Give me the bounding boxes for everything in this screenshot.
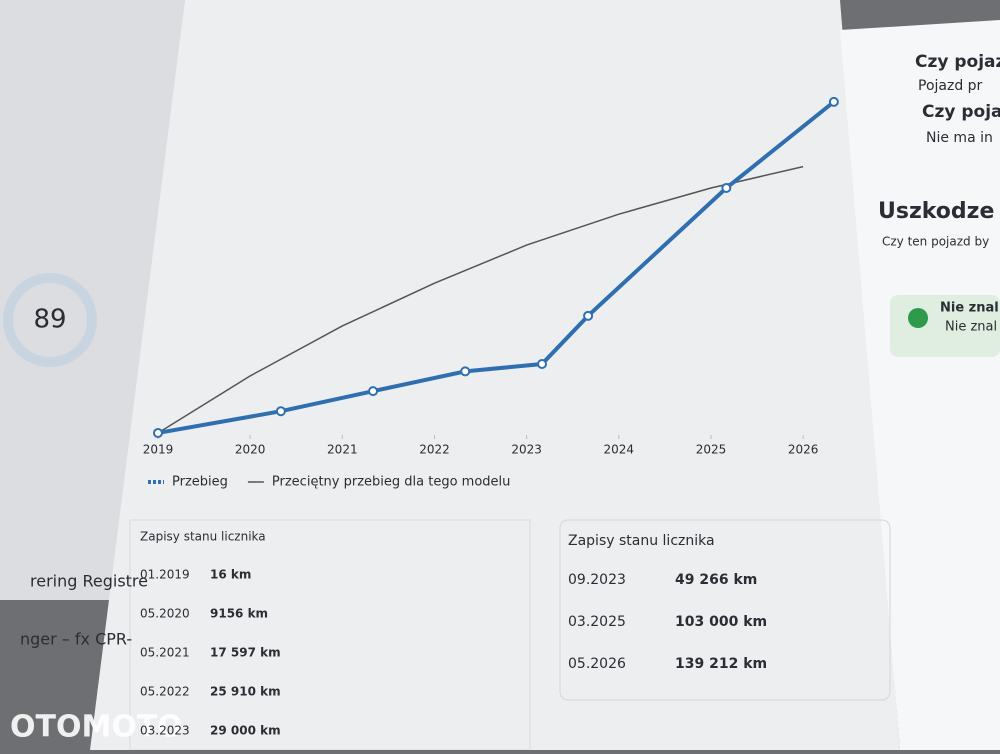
point <box>828 96 839 107</box>
point <box>537 359 548 370</box>
table-date: 03.2025 <box>568 614 626 630</box>
table-km: 25 910 km <box>210 685 281 699</box>
table-date: 05.2021 <box>140 646 190 660</box>
status-text: Nie znal <box>945 320 997 335</box>
x-tick-label: 2026 <box>788 443 819 457</box>
x-tick-label: 2019 <box>143 443 174 457</box>
point <box>368 386 379 397</box>
table-date: 05.2022 <box>140 685 190 699</box>
x-tick-label: 2021 <box>327 443 358 457</box>
report-page <box>90 0 900 750</box>
section-title: Uszkodze <box>878 199 994 224</box>
table-date: 05.2020 <box>140 607 190 621</box>
x-tick-label: 2025 <box>696 443 727 457</box>
table-km: 103 000 km <box>675 614 767 630</box>
table-date: 09.2023 <box>568 572 626 588</box>
left-link: rering Registre <box>30 572 148 591</box>
series-line <box>157 100 836 435</box>
score: 89 <box>33 305 66 335</box>
x-tick-label: 2023 <box>511 443 542 457</box>
x-tick-label: 2024 <box>604 443 635 457</box>
x-tick-label: 2020 <box>235 443 266 457</box>
point <box>460 366 471 377</box>
score-ring <box>3 273 97 367</box>
section-text: Czy ten pojazd by <box>882 235 989 249</box>
side-item-text: Pojazd pr <box>918 78 983 94</box>
table-date: 05.2026 <box>568 656 626 672</box>
table-km: 17 597 km <box>210 646 281 660</box>
side-item-title: Czy poja <box>922 102 1000 122</box>
table-km: 139 212 km <box>675 656 767 672</box>
table-km: 29 000 km <box>210 724 281 738</box>
table-km: 49 266 km <box>675 572 757 588</box>
point <box>153 427 163 438</box>
side-item-text: Nie ma in <box>926 130 993 146</box>
table-title: Zapisy stanu licznika <box>140 530 266 544</box>
point <box>721 183 732 194</box>
table-km: 16 km <box>210 568 251 582</box>
side-item-title: Czy pojaz <box>915 52 1000 72</box>
legend-label: Przebieg <box>172 475 228 490</box>
watermark: OTOMOTO <box>10 710 183 745</box>
table-km: 9156 km <box>210 607 268 621</box>
x-tick-label: 2022 <box>419 443 450 457</box>
series-line <box>157 165 804 434</box>
table-date: 03.2023 <box>140 724 190 738</box>
status-text: Nie znal <box>940 301 999 316</box>
side-page <box>840 20 1000 750</box>
table-date: 01.2019 <box>140 568 190 582</box>
table-title: Zapisy stanu licznika <box>568 533 715 549</box>
point <box>275 406 286 417</box>
check-icon <box>908 308 928 328</box>
legend-label: Przeciętny przebieg dla tego modelu <box>272 475 510 490</box>
left-note: nger – fx CPR- <box>20 630 132 649</box>
point <box>583 310 594 321</box>
table-box <box>559 519 891 701</box>
